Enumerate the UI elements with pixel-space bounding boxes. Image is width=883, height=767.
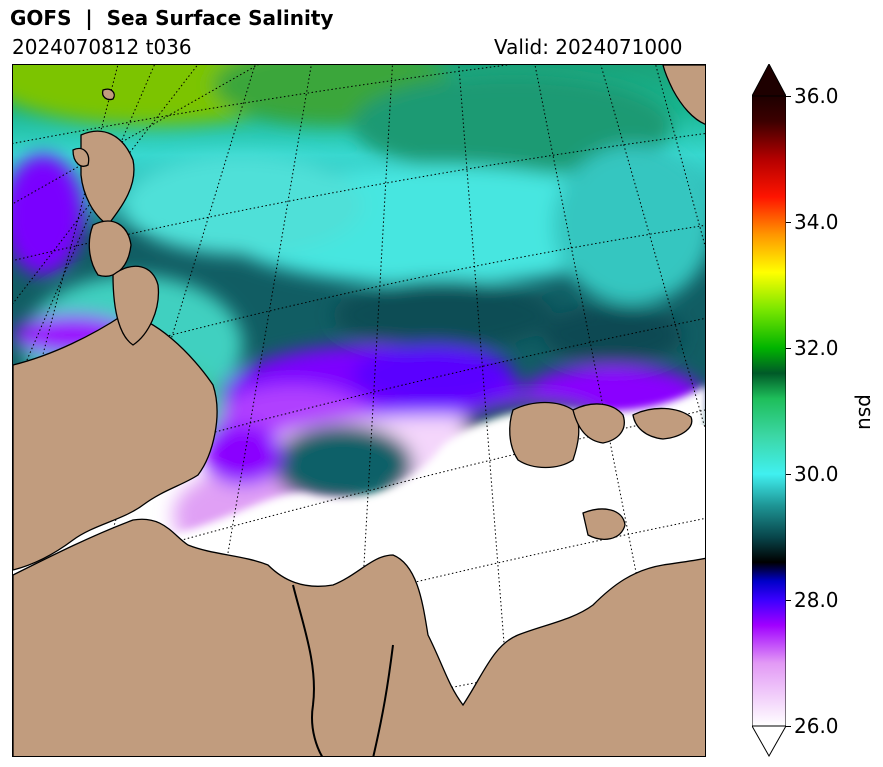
land-novaya-zemlya-1 (112, 265, 160, 346)
land-ne-corner (662, 65, 705, 125)
map-canvas (13, 65, 705, 756)
colorbar-label: psu (854, 394, 878, 430)
land-svalbard-1 (80, 130, 135, 226)
run-time-label: 2024070812 t036 (12, 35, 192, 59)
colorbar-bar (752, 95, 786, 727)
colorbar-tick-label: 32.0 (794, 336, 839, 360)
colorbar-tick-mark (786, 474, 791, 475)
colorbar-min-extension (752, 725, 786, 757)
fresh-plume-detail (313, 485, 453, 535)
colorbar-tick-label: 30.0 (794, 462, 839, 486)
rivers (292, 584, 394, 756)
colorbar (752, 64, 786, 757)
salinity-map[interactable] (12, 64, 706, 757)
colorbar-tick-mark (786, 96, 791, 97)
land-mainland (13, 314, 218, 571)
colorbar-tick-mark (786, 348, 791, 349)
colorbar-tick-label: 36.0 (794, 84, 839, 108)
colorbar-tick-mark (786, 222, 791, 223)
colorbar-tick-mark (786, 726, 791, 727)
colorbar-max-extension (752, 64, 786, 97)
valid-time-label: Valid: 2024071000 (494, 35, 683, 59)
land-siberia (13, 518, 705, 756)
land-taymyr-island (509, 401, 580, 469)
land-island-east-1 (572, 403, 625, 444)
colorbar-tick-label: 34.0 (794, 210, 839, 234)
land-fjl-1 (72, 147, 90, 167)
plot-title: GOFS | Sea Surface Salinity (10, 6, 334, 30)
colorbar-tick-mark (786, 600, 791, 601)
land-fjl-2 (101, 88, 115, 101)
land (13, 65, 705, 756)
colorbar-graphic (752, 64, 786, 757)
colorbar-tick-label: 26.0 (794, 714, 839, 738)
colorbar-tick-label: 28.0 (794, 588, 839, 612)
land-island-south (582, 508, 626, 540)
land-island-east-2 (632, 407, 693, 440)
